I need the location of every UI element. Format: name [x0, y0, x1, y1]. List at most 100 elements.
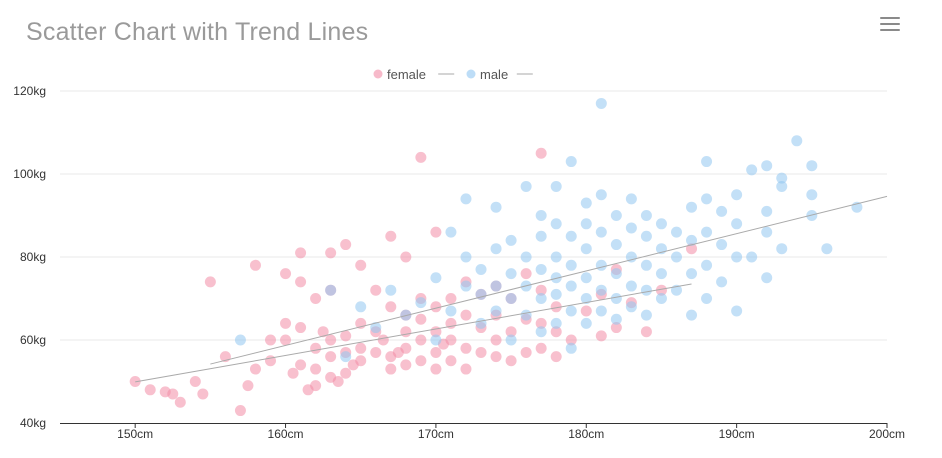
male-point: [610, 239, 622, 251]
male-point: [686, 268, 698, 280]
male-point: [535, 326, 547, 338]
male-point: [761, 205, 773, 217]
x-tick-label: 190cm: [719, 427, 755, 441]
male-point: [445, 305, 457, 317]
male-point: [806, 160, 818, 172]
female-point: [460, 363, 472, 375]
male-point: [580, 197, 592, 209]
male-point: [475, 263, 487, 275]
y-tick-label: 80kg: [20, 250, 46, 264]
female-point: [550, 301, 562, 313]
male-point: [595, 305, 607, 317]
male-point: [490, 201, 502, 213]
male-point: [655, 218, 667, 230]
male-point: [340, 351, 352, 363]
male-point: [595, 226, 607, 238]
male-point: [761, 226, 773, 238]
male-point: [776, 172, 788, 184]
male-point: [565, 259, 577, 271]
female-point: [415, 313, 427, 325]
female-point: [595, 330, 607, 342]
female-point: [265, 355, 277, 367]
male-point: [625, 280, 637, 292]
male-point: [610, 313, 622, 325]
male-point: [716, 239, 728, 251]
male-point: [640, 230, 652, 242]
male-point: [731, 189, 743, 201]
male-point: [370, 322, 382, 334]
male-point: [234, 334, 246, 346]
legend-female-label: female: [387, 67, 426, 82]
male-point: [535, 210, 547, 221]
male-point: [776, 243, 788, 255]
female-point: [430, 363, 442, 375]
female-point: [505, 326, 517, 338]
male-point: [625, 193, 637, 205]
female-point: [144, 384, 156, 396]
male-point: [595, 284, 607, 296]
female-point: [445, 355, 457, 367]
female-point: [400, 342, 412, 354]
female-point: [430, 301, 442, 313]
menu-icon-bar: [880, 29, 900, 31]
female-point: [535, 342, 547, 354]
male-point: [731, 251, 743, 263]
male-point: [550, 180, 562, 192]
male-point: [625, 251, 637, 263]
y-tick-label: 60kg: [20, 333, 46, 347]
male-point: [535, 230, 547, 242]
female-point: [535, 317, 547, 329]
female-point: [520, 346, 532, 358]
female-point: [415, 334, 427, 346]
male-point: [610, 268, 622, 280]
female-point: [310, 293, 322, 304]
male-point: [565, 230, 577, 242]
female-point: [234, 405, 246, 417]
male-point: [415, 297, 427, 309]
male-point: [640, 284, 652, 296]
male-point: [430, 334, 442, 346]
male-point: [686, 234, 698, 246]
female-point: [535, 284, 547, 296]
female-point: [204, 276, 216, 288]
female-point: [475, 346, 487, 358]
hamburger-menu-icon[interactable]: [880, 17, 900, 33]
male-point: [655, 293, 667, 304]
male-point: [701, 259, 713, 271]
male-point: [325, 284, 337, 296]
male-point: [490, 305, 502, 317]
female-point: [355, 342, 367, 354]
female-point: [295, 247, 307, 259]
female-point: [295, 276, 307, 288]
x-tick-label: 180cm: [568, 427, 604, 441]
female-point: [490, 351, 502, 363]
y-tick-label: 100kg: [13, 167, 46, 181]
female-point: [400, 326, 412, 338]
female-point: [415, 151, 427, 163]
female-point: [415, 355, 427, 367]
male-point: [505, 234, 517, 246]
male-point: [460, 280, 472, 292]
female-point: [242, 380, 254, 392]
male-point: [400, 309, 412, 321]
male-point: [655, 268, 667, 280]
male-point: [686, 309, 698, 321]
male-point: [640, 309, 652, 321]
male-point: [640, 259, 652, 271]
male-point: [746, 251, 758, 263]
male-point: [821, 243, 833, 255]
female-point: [370, 284, 382, 296]
female-point: [400, 359, 412, 371]
male-point: [761, 272, 773, 284]
female-point: [550, 351, 562, 363]
male-point: [625, 222, 637, 234]
male-point: [716, 205, 728, 217]
female-point: [280, 268, 292, 280]
male-point: [731, 218, 743, 230]
male-point: [580, 293, 592, 304]
female-point: [249, 363, 261, 375]
male-point: [595, 189, 607, 201]
male-point: [701, 193, 713, 205]
menu-icon-bar: [880, 23, 900, 25]
